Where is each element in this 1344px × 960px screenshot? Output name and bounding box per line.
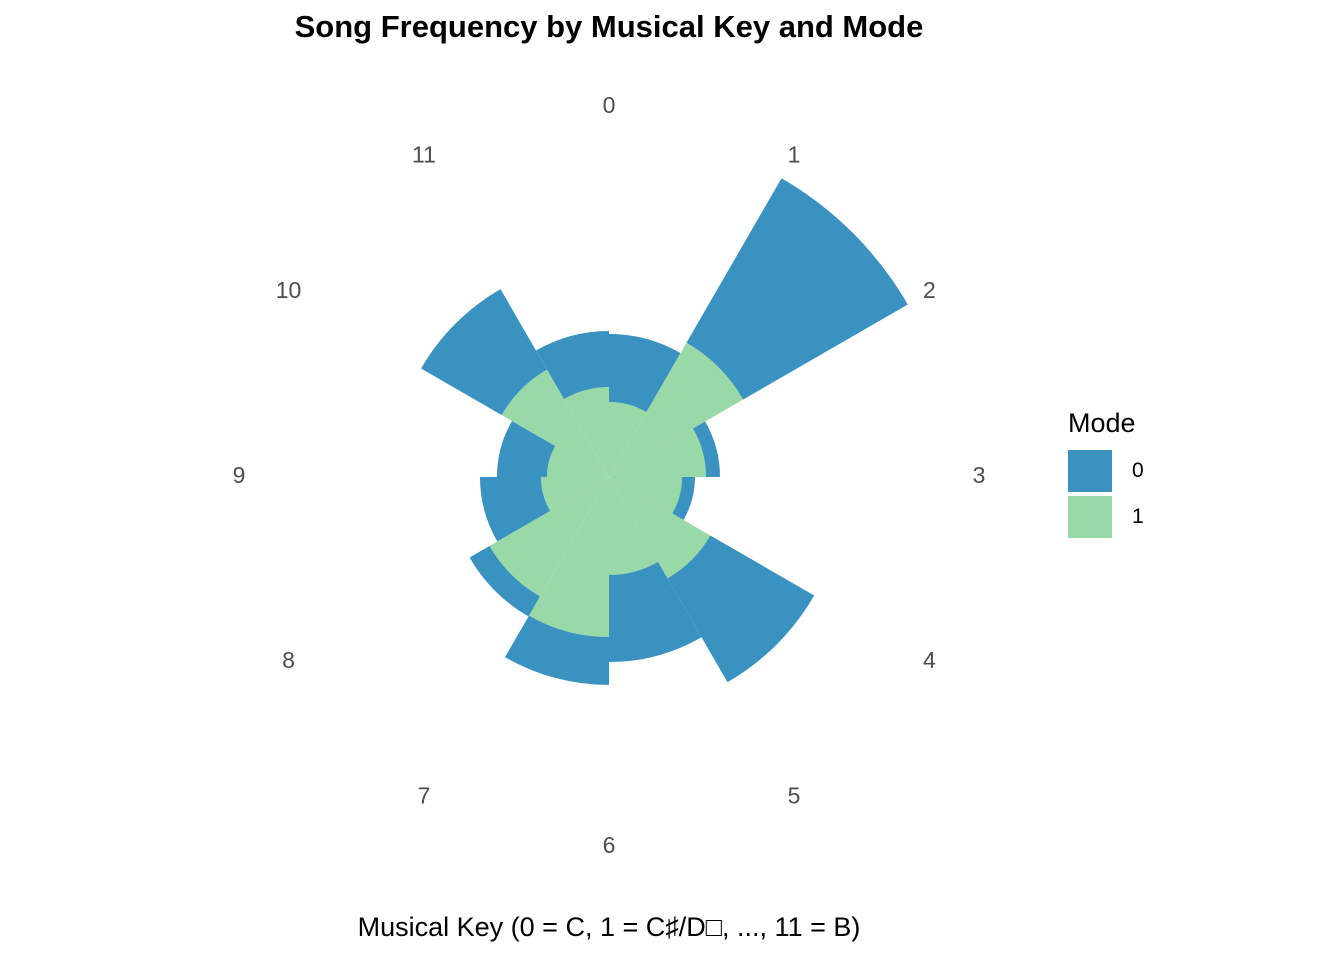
bar-key-6-mode-0 — [505, 615, 609, 685]
tick-label-9: 9 — [233, 462, 246, 488]
tick-label-0: 0 — [603, 92, 616, 118]
bar-key-2-mode-1 — [609, 428, 706, 477]
legend-swatch-0 — [1068, 450, 1112, 492]
bar-key-0-mode-1 — [609, 402, 647, 477]
bar-key-4-mode-0 — [667, 535, 815, 683]
tick-label-2: 2 — [923, 277, 936, 303]
bar-key-7-mode-1 — [489, 477, 609, 597]
bar-key-1-mode-0 — [686, 178, 908, 400]
legend-item-1: 1 — [1068, 494, 1144, 540]
bar-key-5-mode-1 — [609, 477, 658, 575]
bar-key-6-mode-1 — [529, 477, 609, 637]
x-axis-label: Musical Key (0 = C, 1 = C♯/D□, ..., 11 =… — [357, 912, 861, 942]
bar-key-9-mode-0 — [497, 421, 556, 477]
chart-title: Song Frequency by Musical Key and Mode — [294, 9, 924, 44]
legend-item-0: 0 — [1068, 448, 1144, 494]
tick-label-10: 10 — [276, 277, 302, 303]
bar-key-11-mode-0 — [536, 331, 609, 400]
polar-bar-chart: 0 1 2 3 4 5 6 7 8 9 10 11 — [233, 92, 986, 858]
bar-key-2-mode-0 — [693, 421, 720, 477]
tick-label-3: 3 — [973, 462, 986, 488]
tick-label-1: 1 — [788, 142, 801, 168]
legend-swatch-1 — [1068, 496, 1112, 538]
legend: Mode 0 1 — [1068, 408, 1144, 540]
tick-label-5: 5 — [788, 783, 801, 809]
bar-key-11-mode-1 — [564, 387, 609, 477]
bar-key-5-mode-0 — [609, 561, 702, 662]
legend-title: Mode — [1068, 408, 1136, 438]
bar-key-10-mode-1 — [501, 369, 609, 477]
legend-label-0: 0 — [1132, 459, 1144, 482]
bar-key-8-mode-0 — [480, 477, 551, 542]
bar-key-1-mode-1 — [609, 342, 744, 477]
bar-key-4-mode-1 — [609, 477, 711, 579]
legend-label-1: 1 — [1132, 505, 1144, 528]
tick-label-8: 8 — [282, 647, 295, 673]
bar-key-0-mode-0 — [609, 334, 681, 413]
tick-label-7: 7 — [418, 783, 431, 809]
tick-label-11: 11 — [412, 142, 436, 168]
bar-key-10-mode-0 — [421, 289, 547, 415]
bar-key-3-mode-0 — [672, 477, 695, 520]
bar-key-8-mode-1 — [541, 477, 609, 511]
bar-group — [421, 178, 908, 685]
bar-key-3-mode-1 — [609, 477, 682, 514]
tick-label-4: 4 — [923, 647, 936, 673]
key-tick-labels: 0 1 2 3 4 5 6 7 8 9 10 11 — [233, 92, 986, 858]
bar-key-9-mode-1 — [547, 446, 609, 477]
tick-label-6: 6 — [603, 832, 616, 858]
bar-key-7-mode-0 — [469, 546, 540, 617]
